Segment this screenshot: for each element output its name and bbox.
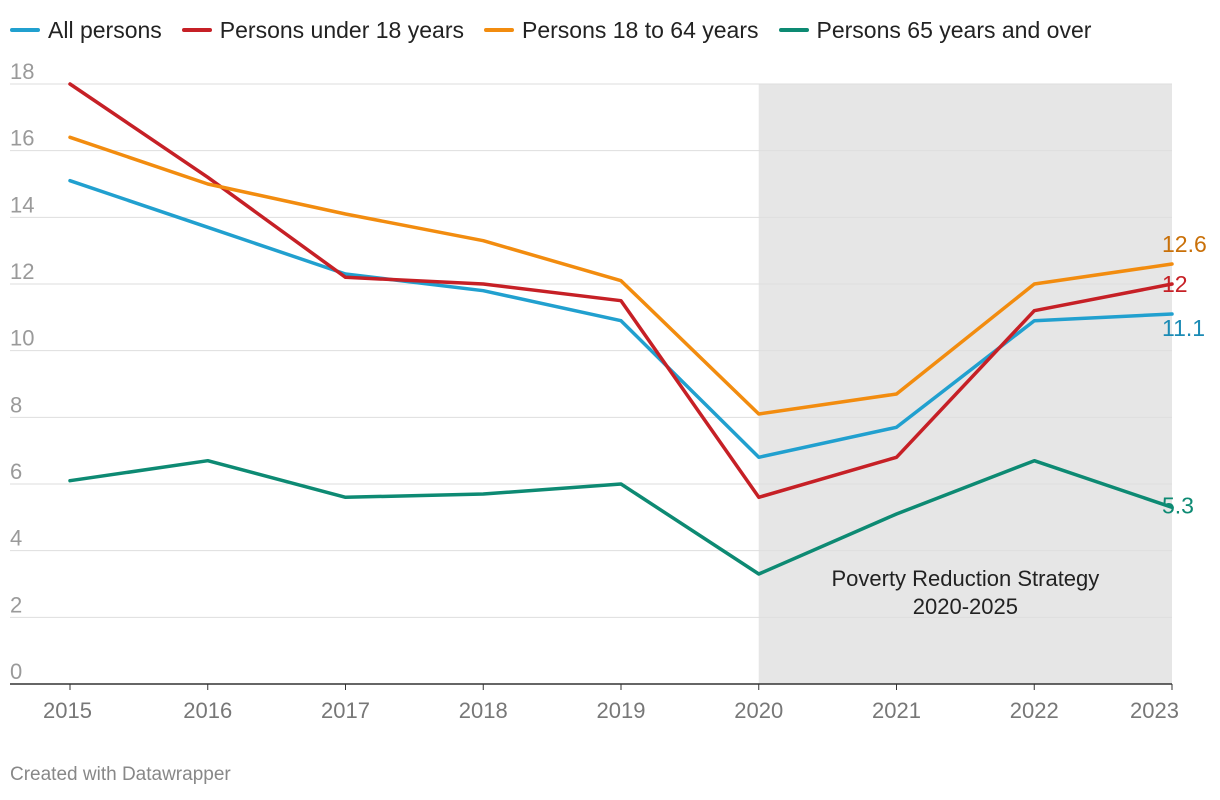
series-line-under-18: [68, 82, 1174, 500]
end-label-all-persons: 11.1: [1162, 315, 1205, 341]
legend-swatch-65-and-over: [778, 28, 809, 32]
y-tick-label: 18: [10, 59, 34, 84]
x-tick-label: 2020: [734, 698, 783, 723]
legend-label-18-to-64: Persons 18 to 64 years: [521, 16, 759, 43]
line-chart: 0 2 4 6 8 10 12 14 16 18 2015 2016 2017 2018 2019 2020 2…: [10, 59, 1207, 723]
x-tick-label: 2022: [1010, 698, 1059, 723]
y-tick-label: 0: [10, 659, 22, 684]
legend-item-18-to-64: Persons 18 to 64 years: [483, 16, 759, 44]
x-tick-label: 2019: [597, 698, 646, 723]
y-tick-label: 14: [10, 192, 34, 217]
x-tick-label: 2021: [872, 698, 921, 723]
x-tick-label: 2017: [321, 698, 370, 723]
y-tick-label: 16: [10, 126, 34, 151]
legend-swatch-under-18: [181, 28, 212, 32]
series-line-18-to-64: [68, 135, 1174, 416]
end-label-under-18: 12: [1162, 271, 1188, 297]
y-tick-label: 8: [10, 392, 22, 417]
y-tick-label: 10: [10, 326, 34, 351]
footer-credit: Created with Datawrapper: [10, 764, 231, 785]
end-label-65-and-over: 5.3: [1162, 492, 1194, 518]
shaded-region-label: Poverty Reduction Strategy: [831, 566, 1099, 591]
legend-item-under-18: Persons under 18 years: [181, 16, 464, 44]
legend-swatch-18-to-64: [483, 28, 514, 32]
legend-label-65-and-over: Persons 65 years and over: [816, 16, 1092, 43]
y-tick-label: 12: [10, 259, 34, 284]
legend-item-all-persons: All persons: [10, 17, 162, 44]
end-label-18-to-64: 12.6: [1162, 231, 1207, 257]
legend-item-65-and-over: Persons 65 years and over: [778, 16, 1092, 44]
x-tick-label: 2023: [1130, 698, 1179, 723]
series-line-all-persons: [68, 178, 1174, 460]
y-tick-label: 6: [10, 459, 22, 484]
y-tick-label: 4: [10, 526, 22, 551]
x-tick-label: 2018: [459, 698, 508, 723]
x-tick-label: 2015: [43, 698, 92, 723]
y-tick-label: 2: [10, 592, 22, 617]
legend-label-all-persons: All persons: [48, 16, 162, 43]
shaded-region-label: 2020-2025: [913, 594, 1018, 619]
legend: All persons Persons under 18 years Perso…: [10, 12, 1111, 48]
legend-swatch-all-persons: [10, 28, 40, 32]
legend-label-under-18: Persons under 18 years: [219, 16, 464, 43]
series-line-65-and-over: [68, 458, 1174, 576]
x-tick-label: 2016: [183, 698, 232, 723]
